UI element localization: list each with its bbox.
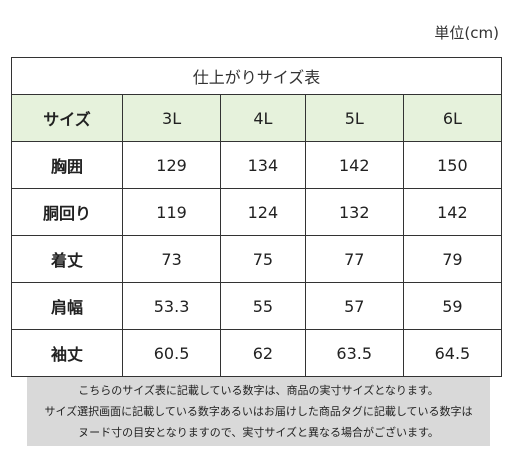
row-label: 着丈 — [11, 235, 123, 283]
size-chart-table: 仕上がりサイズ表 サイズ 3L 4L 5L 6L 胸囲 129 134 142 … — [11, 57, 503, 377]
table-cell: 59 — [402, 282, 503, 330]
table-cell: 57 — [304, 282, 404, 330]
header-size-4l: 4L — [220, 94, 306, 142]
note-line: ヌード寸の目安となりますので、実寸サイズと異なる場合がございます。 — [78, 426, 439, 439]
table-row: 肩幅 53.3 55 57 59 — [11, 282, 503, 330]
table-cell: 129 — [121, 141, 222, 189]
table-title: 仕上がりサイズ表 — [11, 57, 502, 95]
table-row: 胸囲 129 134 142 150 — [11, 141, 503, 189]
table-row: 袖丈 60.5 62 63.5 64.5 — [11, 329, 503, 377]
row-label: 袖丈 — [11, 329, 123, 377]
table-cell: 63.5 — [304, 329, 404, 377]
table-cell: 73 — [121, 235, 222, 283]
header-label: サイズ — [11, 94, 123, 142]
table-cell: 132 — [304, 188, 404, 236]
note-box: こちらのサイズ表に記載している数字は、商品の実寸サイズとなります。 サイズ選択画… — [27, 377, 490, 446]
note-line: こちらのサイズ表に記載している数字は、商品の実寸サイズとなります。 — [78, 384, 439, 397]
note-line: サイズ選択画面に記載している数字あるいはお届けした商品タグに記載している数字は — [44, 405, 473, 418]
row-label: 肩幅 — [11, 282, 123, 330]
table-cell: 124 — [220, 188, 306, 236]
table-cell: 79 — [402, 235, 503, 283]
header-size-6l: 6L — [402, 94, 503, 142]
row-label: 胸囲 — [11, 141, 123, 189]
table-cell: 75 — [220, 235, 306, 283]
table-cell: 142 — [402, 188, 503, 236]
table-cell: 77 — [304, 235, 404, 283]
unit-label: 単位(cm) — [434, 24, 499, 42]
table-header-row: サイズ 3L 4L 5L 6L — [11, 94, 503, 142]
table-cell: 150 — [402, 141, 503, 189]
table-row: 着丈 73 75 77 79 — [11, 235, 503, 283]
table-row: 胴回り 119 124 132 142 — [11, 188, 503, 236]
header-size-3l: 3L — [121, 94, 222, 142]
header-size-5l: 5L — [304, 94, 404, 142]
table-cell: 55 — [220, 282, 306, 330]
table-title-row: 仕上がりサイズ表 — [11, 57, 502, 95]
table-cell: 142 — [304, 141, 404, 189]
table-cell: 134 — [220, 141, 306, 189]
table-cell: 119 — [121, 188, 222, 236]
table-cell: 64.5 — [402, 329, 503, 377]
table-cell: 62 — [220, 329, 306, 377]
table-cell: 60.5 — [121, 329, 222, 377]
table-cell: 53.3 — [121, 282, 222, 330]
row-label: 胴回り — [11, 188, 123, 236]
